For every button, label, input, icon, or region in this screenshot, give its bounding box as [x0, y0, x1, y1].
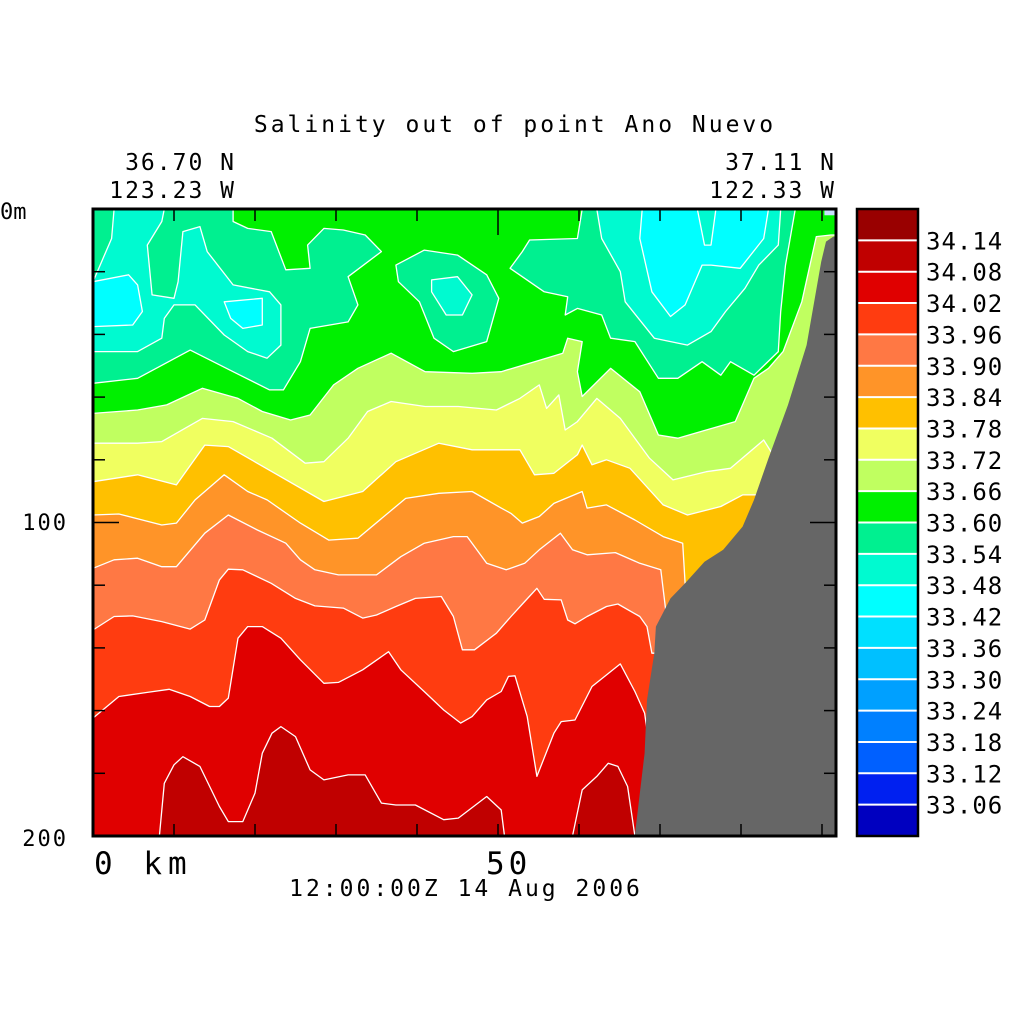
y-tick-label-200: 200 — [22, 827, 68, 852]
colorbar-label: 33.84 — [926, 384, 1003, 412]
contour-region-33.42-33.48 — [639, 208, 770, 318]
colorbar-swatch — [857, 459, 918, 492]
colorbar-swatch — [857, 491, 918, 523]
end-longitude: 122.33 W — [709, 178, 836, 204]
colorbar-label: 33.48 — [926, 572, 1003, 600]
colorbar-label: 33.42 — [926, 604, 1003, 632]
colorbar-swatch — [857, 679, 918, 712]
colorbar-swatch — [857, 585, 918, 618]
chart-title: Salinity out of point Ano Nuevo — [254, 112, 776, 138]
start-longitude: 123.23 W — [109, 178, 236, 204]
colorbar-swatch — [857, 804, 918, 837]
contour-region-34.08-34.14 — [158, 725, 506, 837]
colorbar-swatch — [857, 365, 918, 398]
colorbar-swatch — [857, 428, 918, 461]
colorbar-label: 33.30 — [926, 666, 1003, 694]
timestamp-label: 12:00:00Z 14 Aug 2006 — [289, 876, 643, 902]
colorbar-label: 33.06 — [926, 792, 1003, 820]
colorbar-label: 34.02 — [926, 290, 1003, 318]
plot-frame — [91, 207, 838, 838]
colorbar-swatch — [857, 553, 918, 586]
colorbar-label: 34.14 — [926, 227, 1003, 255]
y-tick-label-0: 0m — [0, 200, 27, 225]
colorbar-swatch — [857, 240, 918, 273]
plot-area — [92, 208, 837, 837]
colorbar-label: 33.12 — [926, 760, 1003, 788]
colorbar-label: 33.90 — [926, 353, 1003, 381]
end-latitude: 37.11 N — [725, 150, 836, 176]
colorbar-swatch — [857, 741, 918, 774]
colorbar-swatch — [857, 710, 918, 743]
colorbar-swatch — [857, 616, 918, 649]
colorbar-label: 33.96 — [926, 321, 1003, 349]
colorbar-swatch — [857, 303, 918, 335]
colorbar-swatch — [857, 773, 918, 806]
contour-region-34.08-34.14 — [571, 762, 636, 837]
colorbar-swatch — [857, 334, 918, 367]
colorbar-swatch — [857, 209, 918, 241]
colorbar-label: 33.60 — [926, 510, 1003, 538]
colorbar-swatch — [857, 271, 918, 304]
contour-region-33.42-33.48 — [92, 274, 144, 328]
axis-ticks — [93, 209, 836, 836]
start-latitude: 36.70 N — [125, 150, 236, 176]
contour-region-33.42-33.48 — [223, 297, 263, 330]
colorbar: 34.14 34.08 34.02 33.96 33.90 33.84 33.78 33.72… — [855, 207, 1003, 838]
colorbar-swatch — [857, 647, 918, 680]
colorbar-label: 33.54 — [926, 541, 1003, 569]
contour-region-33.48-33.54 — [430, 276, 473, 316]
colorbar-swatch — [857, 397, 918, 429]
colorbar-swatch — [857, 522, 918, 555]
y-tick-label-100: 100 — [22, 511, 68, 536]
colorbar-label: 33.66 — [926, 478, 1003, 506]
colorbar-frame — [855, 207, 920, 838]
surface-patch — [824, 209, 836, 216]
x-tick-label-50: 50 — [486, 846, 531, 882]
colorbar-label: 34.08 — [926, 259, 1003, 287]
bathymetry-seafloor — [634, 236, 836, 837]
colorbar-label: 33.36 — [926, 635, 1003, 663]
colorbar-label: 33.78 — [926, 415, 1003, 443]
colorbar-label: 33.72 — [926, 447, 1003, 475]
colorbar-label: 33.24 — [926, 698, 1003, 726]
colorbar-label: 33.18 — [926, 729, 1003, 757]
x-tick-label-0: 0 km — [94, 846, 193, 882]
